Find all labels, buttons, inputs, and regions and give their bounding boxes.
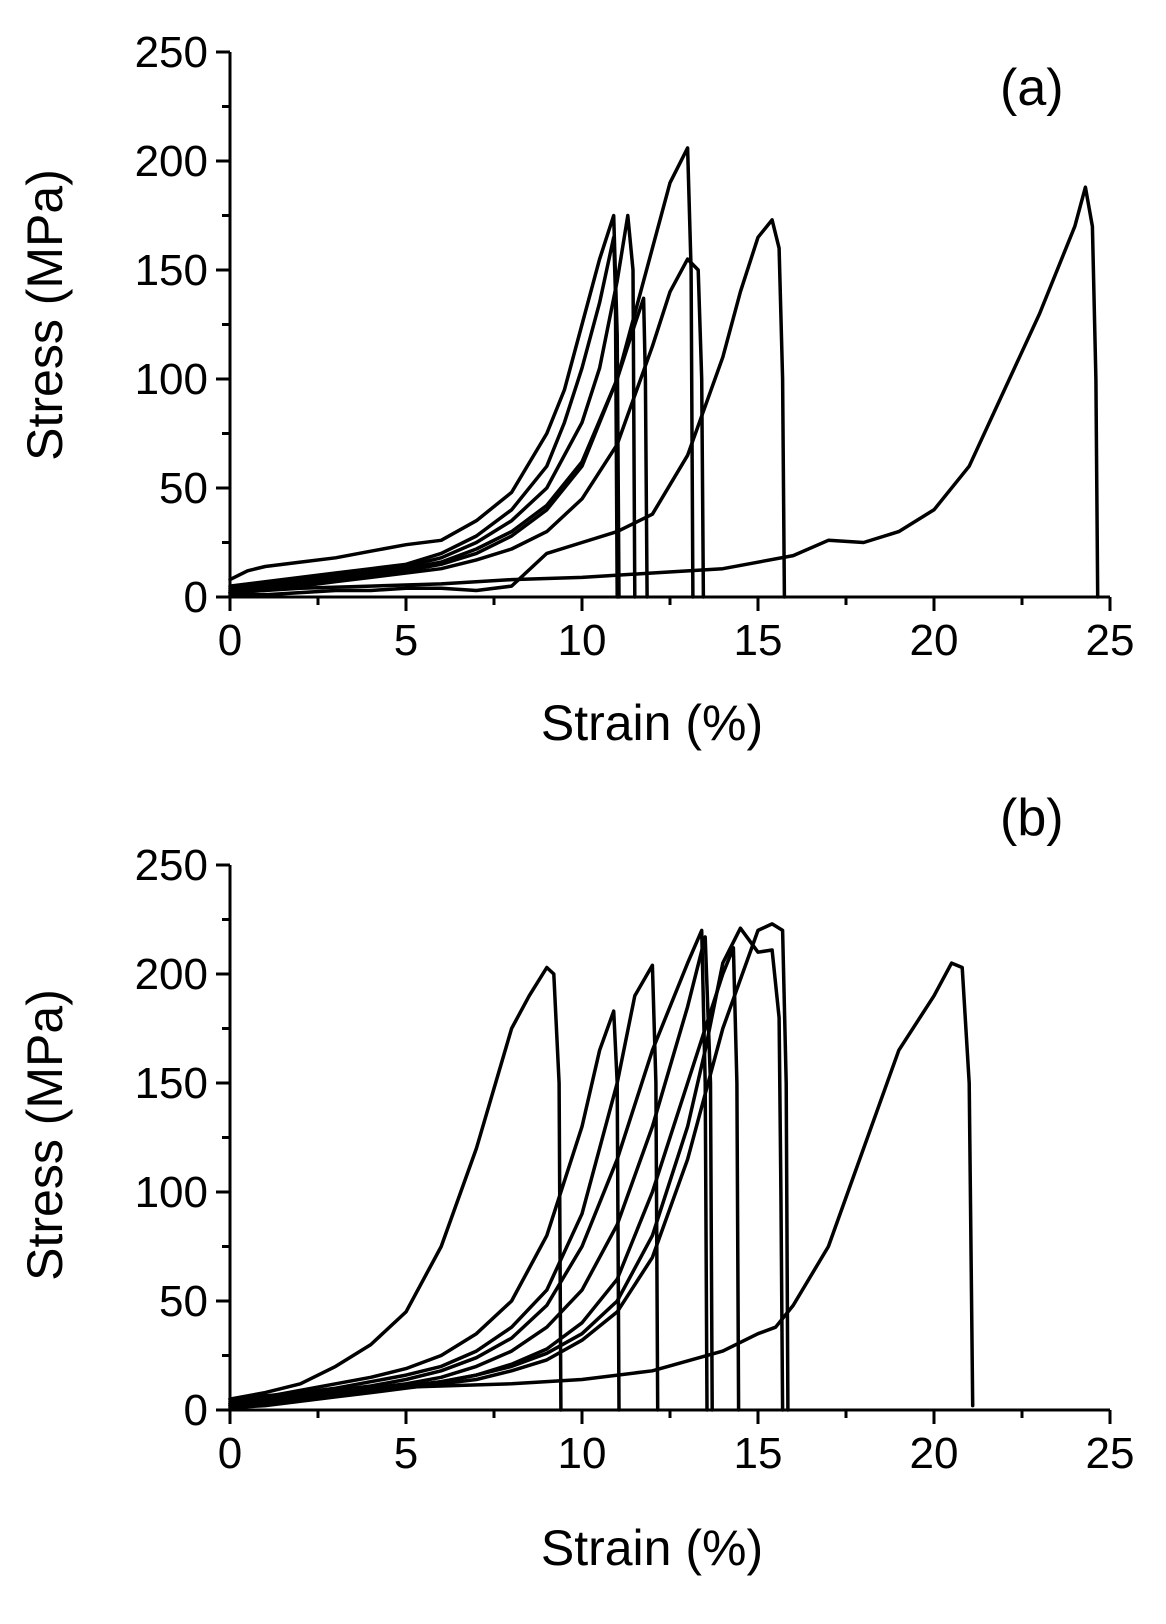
panel-a-y-tick-label: 50	[159, 464, 208, 513]
panel-a-y-tick-label: 200	[135, 137, 208, 186]
panel-b-x-tick-label: 25	[1086, 1429, 1135, 1478]
panel-a-curve-a5	[228, 146, 695, 599]
panel-b-curve-b9	[228, 961, 975, 1408]
panel-b-y-tick-label: 100	[135, 1168, 208, 1217]
panel-b-label: (b)	[1000, 789, 1064, 847]
panel-a-y-tick-label: 0	[184, 573, 208, 622]
panel-a-curve-a8	[228, 185, 1100, 599]
panel-a-curve-a1	[228, 213, 621, 599]
panel-a-x-tick-label: 0	[218, 616, 242, 665]
panel-a-curve-a7	[228, 218, 787, 599]
panel-b-y-tick-label: 250	[135, 841, 208, 890]
panel-a-y-tick-label: 250	[135, 28, 208, 77]
panel-b-curve-b2	[228, 1009, 621, 1412]
panel-b-curve-b7	[228, 926, 785, 1412]
panel-a-curve-a4	[228, 296, 649, 599]
panel-b-y-axis-title: Stress (MPa)	[17, 989, 73, 1281]
panel-a: (a) Strain (%) Stress (MPa) 0 5 10 15 20 2505…	[17, 28, 1134, 751]
panel-b-curve-b3	[228, 963, 660, 1412]
panel-a-y-tick-label: 150	[135, 246, 208, 295]
panel-b-curve-b1	[228, 965, 563, 1412]
panel-a-x-axis-title: Strain (%)	[541, 695, 763, 751]
panel-b-curve-b6	[228, 946, 741, 1412]
panel-a-x-tick-label: 25	[1086, 616, 1135, 665]
panel-a-label: (a)	[1000, 59, 1064, 117]
panel-b-x-axis-title: Strain (%)	[541, 1520, 763, 1576]
panel-a-curve-a6	[228, 257, 706, 599]
panel-b-y-tick-label: 200	[135, 950, 208, 999]
panel-a-y-tick-label: 100	[135, 355, 208, 404]
panel-b-curve-b8	[228, 922, 790, 1412]
panel-a-curve-a2	[228, 235, 619, 599]
panel-a-x-tick-label: 15	[734, 616, 783, 665]
panel-b-x-tick-label: 10	[558, 1429, 607, 1478]
panel-b-x-tick-label: 15	[734, 1429, 783, 1478]
panel-a-y-axis-title: Stress (MPa)	[17, 169, 73, 461]
panel-b-curve-b5	[228, 935, 714, 1412]
panel-b: (b) Strain (%) Stress (MPa) 0 5 10 15 20 2505…	[17, 789, 1134, 1576]
panel-b-x-tick-label: 20	[910, 1429, 959, 1478]
panel-b-y-tick-label: 0	[184, 1386, 208, 1435]
panel-b-y-tick-label: 150	[135, 1059, 208, 1108]
panel-b-y-tick-label: 50	[159, 1277, 208, 1326]
panel-a-x-tick-label: 20	[910, 616, 959, 665]
panel-b-x-tick-label: 0	[218, 1429, 242, 1478]
panel-b-x-tick-label: 5	[394, 1429, 418, 1478]
panel-a-x-tick-label: 10	[558, 616, 607, 665]
panel-a-x-tick-label: 5	[394, 616, 418, 665]
panel-a-curve-a3	[228, 213, 637, 599]
